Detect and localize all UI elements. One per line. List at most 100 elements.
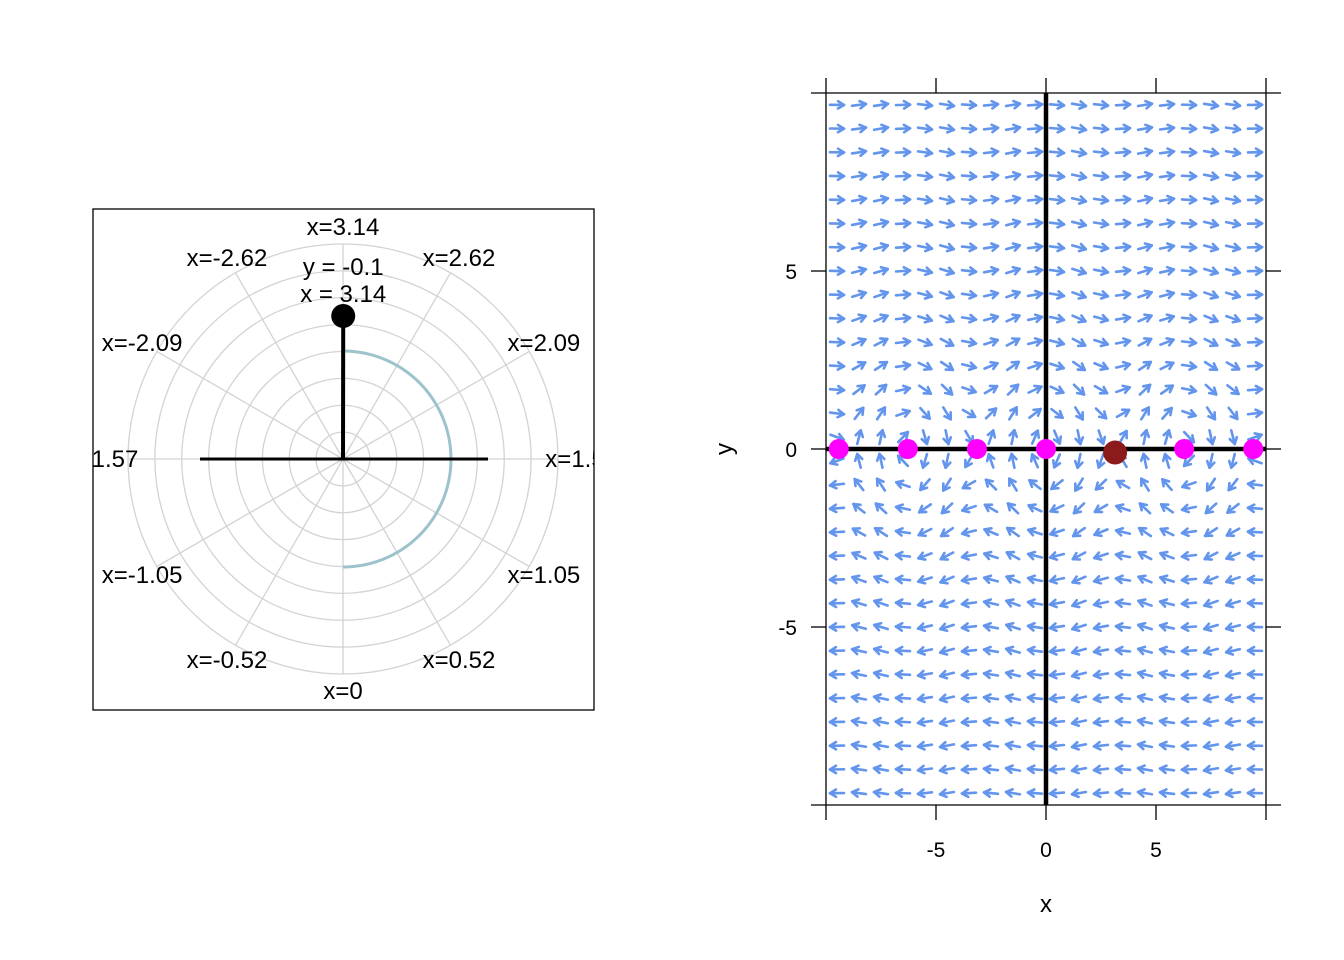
field-arrow (1026, 123, 1044, 134)
field-arrow (894, 384, 912, 395)
field-arrow (1095, 452, 1106, 469)
field-arrow (1048, 645, 1066, 656)
field-arrow (1092, 100, 1110, 110)
field-arrow (1224, 100, 1242, 110)
polar-angle-label: x=0 (323, 678, 362, 705)
field-arrow (1092, 290, 1110, 300)
field-arrow (894, 550, 912, 561)
field-arrow (1203, 622, 1219, 633)
field-arrow (960, 242, 978, 253)
pendulum-bob (331, 304, 356, 329)
field-arrow (1026, 621, 1044, 632)
field-arrow (1026, 194, 1044, 205)
field-arrow (1048, 171, 1066, 182)
field-arrow (1180, 289, 1198, 300)
field-arrow (960, 574, 978, 585)
field-arrow (1048, 764, 1066, 775)
field-arrow (873, 574, 889, 584)
field-arrow (1026, 289, 1044, 300)
field-arrow (850, 740, 868, 751)
field-arrow (1070, 764, 1088, 775)
field-arrow (1008, 477, 1018, 492)
field-arrow (1027, 526, 1043, 537)
field-arrow (1225, 575, 1241, 585)
field-arrow (1004, 147, 1022, 158)
field-arrow (1202, 218, 1220, 229)
field-arrow (938, 788, 956, 799)
field-arrow (1224, 788, 1242, 799)
field-arrow (939, 360, 955, 372)
field-arrow (1137, 598, 1153, 608)
field-arrow (1026, 147, 1044, 158)
field-arrow (853, 452, 864, 469)
field-arrow (1048, 551, 1066, 561)
field-arrow (984, 478, 998, 491)
field-arrow (940, 383, 954, 396)
field-arrow (1246, 313, 1264, 324)
field-arrow (1114, 764, 1132, 775)
field-arrow (894, 360, 912, 371)
field-arrow (916, 290, 934, 300)
field-arrow (960, 313, 978, 324)
field-arrow (850, 218, 868, 229)
field-arrow (894, 337, 912, 348)
field-arrow (872, 788, 890, 798)
field-arrow (1180, 574, 1198, 585)
field-arrow (1224, 123, 1242, 134)
field-arrow (1224, 693, 1242, 704)
field-arrow (1180, 764, 1198, 775)
field-arrow (894, 574, 912, 585)
field-arrow (1180, 740, 1198, 751)
x-tick-label: -5 (927, 839, 946, 862)
field-arrow (916, 693, 934, 704)
field-arrow (916, 195, 934, 205)
field-arrow (1115, 384, 1131, 395)
field-arrow (1007, 452, 1018, 470)
field-arrow (1202, 123, 1220, 134)
field-arrow (919, 406, 931, 420)
field-arrow (1029, 453, 1040, 469)
field-arrow (894, 123, 912, 134)
field-arrow (1158, 147, 1176, 158)
field-arrow (851, 360, 867, 371)
field-arrow (1070, 788, 1088, 799)
field-arrow (982, 194, 1000, 205)
field-arrow (1158, 218, 1176, 229)
field-arrow (852, 384, 866, 396)
equilibrium-point (966, 439, 987, 459)
field-arrow (1049, 527, 1065, 538)
equilibrium-point (1174, 439, 1195, 459)
field-arrow (1180, 242, 1198, 253)
field-arrow (916, 171, 934, 182)
field-arrow (1227, 406, 1239, 421)
field-arrow (1180, 527, 1198, 538)
field-arrow (872, 242, 890, 252)
field-arrow (1246, 788, 1264, 799)
field-arrow (960, 551, 978, 561)
field-arrow (1203, 551, 1219, 561)
field-arrow (1162, 429, 1173, 446)
field-arrow (894, 265, 912, 276)
field-arrow (1158, 764, 1176, 775)
field-arrows (828, 99, 1264, 799)
field-arrow (1026, 693, 1044, 704)
field-arrow (872, 123, 890, 134)
field-arrow (1114, 550, 1132, 561)
field-arrow (1004, 693, 1022, 703)
field-arrow (1094, 407, 1108, 420)
field-arrow (1048, 788, 1066, 799)
field-arrow (916, 598, 934, 609)
field-arrow (1114, 289, 1132, 300)
field-arrow (1202, 717, 1220, 728)
field-arrow (1026, 574, 1044, 585)
field-arrow (1202, 788, 1220, 799)
field-arrow (1114, 265, 1132, 276)
field-arrow (894, 171, 912, 181)
field-arrow (828, 194, 846, 205)
field-arrow (960, 171, 978, 182)
field-arrow (1004, 764, 1022, 775)
field-arrow (1092, 218, 1110, 229)
field-arrow (1139, 452, 1150, 470)
field-arrow (1114, 171, 1132, 181)
field-arrow (1092, 195, 1110, 205)
